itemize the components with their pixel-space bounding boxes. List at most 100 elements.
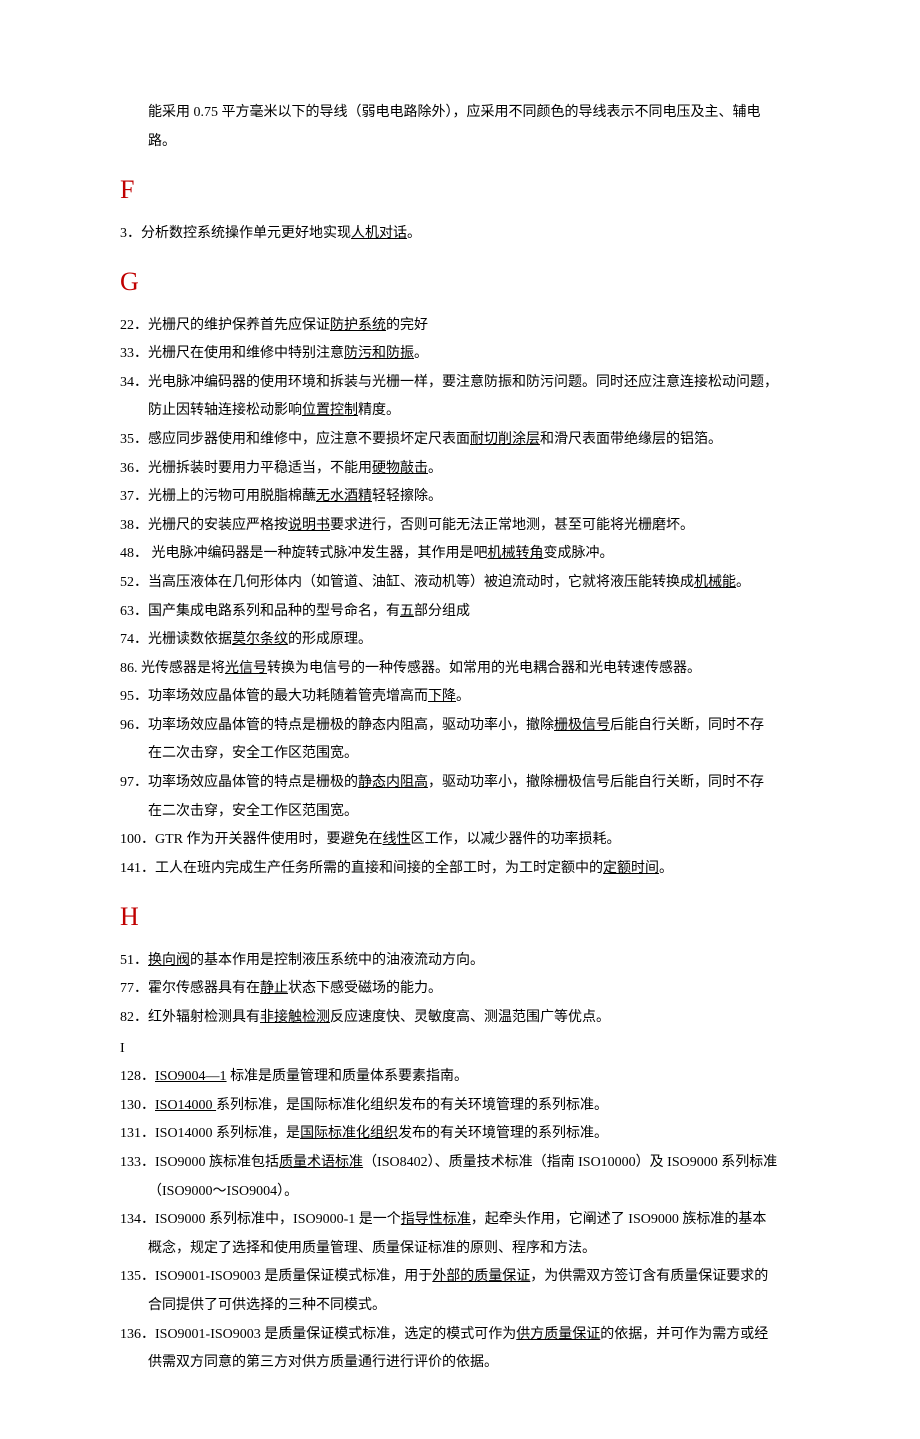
item-underline: 无水酒精 bbox=[316, 489, 372, 504]
item-text: ，驱动功率小，撤除栅极信号后能自行关断，同时不存 bbox=[428, 775, 764, 790]
item-num: 135． bbox=[120, 1269, 155, 1284]
list-item-cont: 在二次击穿，安全工作区范围宽。 bbox=[120, 799, 800, 826]
item-text: 状态下感受磁场的能力。 bbox=[288, 981, 442, 996]
item-num: 63． bbox=[120, 604, 148, 619]
item-underline: 非接触检测 bbox=[260, 1010, 330, 1025]
item-text: 光栅读数依据 bbox=[148, 632, 232, 647]
item-num: 96． bbox=[120, 718, 148, 733]
list-item: 52．当高压液体在几何形体内（如管道、油缸、液动机等）被迫流动时，它就将液压能转… bbox=[120, 570, 800, 597]
item-underline: 线性 bbox=[383, 832, 411, 847]
item-underline: 光信号 bbox=[225, 661, 267, 676]
item-text: 国产集成电路系列和品种的型号命名，有 bbox=[148, 604, 400, 619]
item-text: ISO14000 系列标准，是 bbox=[155, 1126, 300, 1141]
item-text: ISO9001-ISO9003 是质量保证模式标准，选定的模式可作为 bbox=[155, 1327, 516, 1342]
list-item-cont: （ISO9000～ISO9004）。 bbox=[120, 1179, 800, 1206]
item-text: 分析数控系统操作单元更好地实现 bbox=[141, 226, 351, 241]
item-num: 51． bbox=[120, 953, 148, 968]
list-item: 134．ISO9000 系列标准中，ISO9000-1 是一个指导性标准，起牵头… bbox=[120, 1207, 800, 1234]
item-text: 的依据，并可作为需方或经 bbox=[600, 1327, 768, 1342]
item-underline: 指导性标准 bbox=[401, 1212, 471, 1227]
list-item-cont: 在二次击穿，安全工作区范围宽。 bbox=[120, 741, 800, 768]
item-text: GTR 作为开关器件使用时，要避免在 bbox=[155, 832, 383, 847]
item-text: 区工作，以减少器件的功率损耗。 bbox=[411, 832, 621, 847]
item-num: 128． bbox=[120, 1069, 155, 1084]
list-item: 33．光栅尺在使用和维修中特别注意防污和防振。 bbox=[120, 341, 800, 368]
item-underline: 耐切削涂层 bbox=[470, 432, 540, 447]
item-num: 77． bbox=[120, 981, 148, 996]
list-item-cont: 防止因转轴连接松动影响位置控制精度。 bbox=[120, 398, 800, 425]
item-text: 光栅上的污物可用脱脂棉蘸 bbox=[148, 489, 316, 504]
intro-line-b: 路。 bbox=[120, 129, 800, 156]
item-underline: 机械能 bbox=[694, 575, 736, 590]
item-num: 100． bbox=[120, 832, 155, 847]
item-text: 。 bbox=[428, 461, 442, 476]
item-text: 的完好 bbox=[386, 318, 428, 333]
item-text: 功率场效应晶体管的特点是栅极的 bbox=[148, 775, 358, 790]
section-heading-g: G bbox=[120, 257, 800, 306]
item-text: 光传感器是将 bbox=[138, 661, 226, 676]
item-text: 精度。 bbox=[358, 403, 400, 418]
item-num: 131． bbox=[120, 1126, 155, 1141]
list-item: 82．红外辐射检测具有非接触检测反应速度快、灵敏度高、测温范围广等优点。 bbox=[120, 1005, 800, 1032]
list-item: 34．光电脉冲编码器的使用环境和拆装与光栅一样，要注意防振和防污问题。同时还应注… bbox=[120, 370, 800, 397]
item-text: 。 bbox=[659, 861, 673, 876]
item-num: 48． bbox=[120, 546, 148, 561]
item-num: 134． bbox=[120, 1212, 155, 1227]
item-num: 97． bbox=[120, 775, 148, 790]
item-underline: 供方质量保证 bbox=[516, 1327, 600, 1342]
item-text: 功率场效应晶体管的特点是栅极的静态内阻高，驱动功率小，撤除 bbox=[148, 718, 554, 733]
item-text: 霍尔传感器具有在 bbox=[148, 981, 260, 996]
item-underline: 五 bbox=[400, 604, 414, 619]
list-item: 74．光栅读数依据莫尔条纹的形成原理。 bbox=[120, 627, 800, 654]
section-heading-f: F bbox=[120, 165, 800, 214]
item-text: ，起牵头作用，它阐述了 ISO9000 族标准的基本 bbox=[471, 1212, 767, 1227]
list-item: 48． 光电脉冲编码器是一种旋转式脉冲发生器，其作用是吧机械转角变成脉冲。 bbox=[120, 541, 800, 568]
list-item: 37．光栅上的污物可用脱脂棉蘸无水酒精轻轻擦除。 bbox=[120, 484, 800, 511]
item-text: 和滑尺表面带绝缘层的铝箔。 bbox=[540, 432, 722, 447]
item-num: 86. bbox=[120, 661, 138, 676]
item-num: 133． bbox=[120, 1155, 155, 1170]
item-text: 工人在班内完成生产任务所需的直接和间接的全部工时，为工时定额中的 bbox=[155, 861, 603, 876]
item-underline: 硬物敲击 bbox=[372, 461, 428, 476]
item-text: ，为供需双方签订含有质量保证要求的 bbox=[530, 1269, 768, 1284]
item-text: 系列标准，是国际标准化组织发布的有关环境管理的系列标准。 bbox=[216, 1098, 608, 1113]
item-underline: 静止 bbox=[260, 981, 288, 996]
list-item: 22．光栅尺的维护保养首先应保证防护系统的完好 bbox=[120, 313, 800, 340]
item-num: 95． bbox=[120, 689, 148, 704]
list-item: 96．功率场效应晶体管的特点是栅极的静态内阻高，驱动功率小，撤除栅极信号后能自行… bbox=[120, 713, 800, 740]
item-underline: ISO14000 bbox=[155, 1098, 216, 1113]
item-num: 52． bbox=[120, 575, 148, 590]
item-text: 标准是质量管理和质量体系要素指南。 bbox=[227, 1069, 469, 1084]
list-item: 128．ISO9004—1 标准是质量管理和质量体系要素指南。 bbox=[120, 1064, 800, 1091]
list-item: 130．ISO14000 系列标准，是国际标准化组织发布的有关环境管理的系列标准… bbox=[120, 1093, 800, 1120]
list-item: 100．GTR 作为开关器件使用时，要避免在线性区工作，以减少器件的功率损耗。 bbox=[120, 827, 800, 854]
item-text: ISO9001-ISO9003 是质量保证模式标准，用于 bbox=[155, 1269, 432, 1284]
item-num: 33． bbox=[120, 346, 148, 361]
item-text: 反应速度快、灵敏度高、测温范围广等优点。 bbox=[330, 1010, 610, 1025]
item-num: 141． bbox=[120, 861, 155, 876]
item-num: 22． bbox=[120, 318, 148, 333]
item-underline: 栅极信号 bbox=[554, 718, 610, 733]
list-item-cont: 概念，规定了选择和使用质量管理、质量保证标准的原则、程序和方法。 bbox=[120, 1236, 800, 1263]
item-text: 光栅尺在使用和维修中特别注意 bbox=[148, 346, 344, 361]
item-num: 36． bbox=[120, 461, 148, 476]
item-text: （ISO8402）、质量技术标准（指南 ISO10000）及 ISO9000 系… bbox=[363, 1155, 777, 1170]
item-text: 。 bbox=[414, 346, 428, 361]
item-text: 防止因转轴连接松动影响 bbox=[148, 403, 302, 418]
item-text: 部分组成 bbox=[414, 604, 470, 619]
list-item-cont: 合同提供了可供选择的三种不同模式。 bbox=[120, 1293, 800, 1320]
list-item: 63．国产集成电路系列和品种的型号命名，有五部分组成 bbox=[120, 599, 800, 626]
item-underline: 莫尔条纹 bbox=[232, 632, 288, 647]
item-underline: 下降 bbox=[428, 689, 456, 704]
list-item: 141．工人在班内完成生产任务所需的直接和间接的全部工时，为工时定额中的定额时间… bbox=[120, 856, 800, 883]
item-underline: 位置控制 bbox=[302, 403, 358, 418]
list-item: 97．功率场效应晶体管的特点是栅极的静态内阻高，驱动功率小，撤除栅极信号后能自行… bbox=[120, 770, 800, 797]
item-text: 变成脉冲。 bbox=[544, 546, 614, 561]
list-item: 133．ISO9000 族标准包括质量术语标准（ISO8402）、质量技术标准（… bbox=[120, 1150, 800, 1177]
item-text: 光栅尺的安装应严格按 bbox=[148, 518, 288, 533]
item-text: 红外辐射检测具有 bbox=[148, 1010, 260, 1025]
item-text: 光电脉冲编码器的使用环境和拆装与光栅一样，要注意防振和防污问题。同时还应注意连接… bbox=[148, 375, 778, 390]
item-num: 130． bbox=[120, 1098, 155, 1113]
list-item: 36．光栅拆装时要用力平稳适当，不能用硬物敲击。 bbox=[120, 456, 800, 483]
item-text: 发布的有关环境管理的系列标准。 bbox=[398, 1126, 608, 1141]
